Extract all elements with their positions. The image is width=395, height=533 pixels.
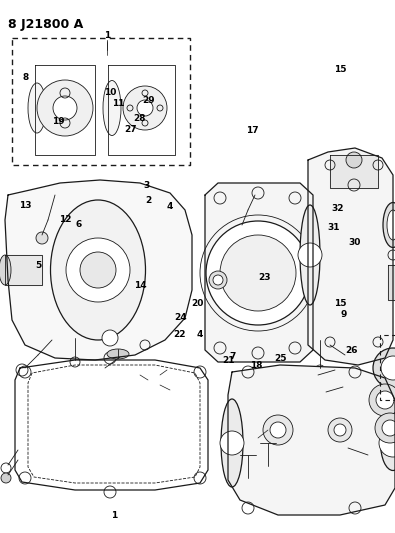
Text: 22: 22 [173, 330, 186, 338]
Text: 23: 23 [258, 273, 271, 281]
Text: 8 J21800 A: 8 J21800 A [8, 18, 83, 31]
Circle shape [298, 243, 322, 267]
Text: 19: 19 [52, 117, 65, 126]
Circle shape [253, 187, 263, 197]
Text: 18: 18 [250, 361, 263, 369]
Circle shape [364, 449, 376, 461]
Text: 7: 7 [229, 352, 235, 360]
Circle shape [270, 422, 286, 438]
Circle shape [53, 96, 77, 120]
Polygon shape [330, 155, 378, 188]
Circle shape [66, 238, 130, 302]
Circle shape [304, 369, 316, 381]
Text: 17: 17 [246, 126, 259, 135]
Text: 28: 28 [133, 114, 145, 123]
Ellipse shape [300, 205, 320, 305]
Polygon shape [228, 365, 395, 515]
Text: 9: 9 [340, 310, 347, 319]
Circle shape [220, 235, 296, 311]
Text: 26: 26 [345, 346, 358, 355]
Circle shape [346, 152, 362, 168]
Ellipse shape [0, 255, 11, 285]
Text: 29: 29 [142, 96, 154, 104]
Polygon shape [388, 265, 395, 300]
Text: 13: 13 [19, 201, 32, 209]
Text: 11: 11 [112, 100, 125, 108]
Text: 14: 14 [134, 281, 147, 289]
Circle shape [381, 356, 395, 380]
Text: 5: 5 [36, 261, 42, 270]
Text: 21: 21 [222, 357, 235, 365]
Circle shape [137, 100, 153, 116]
Text: 1: 1 [111, 512, 118, 520]
Text: 27: 27 [124, 125, 137, 134]
Text: 8: 8 [23, 73, 29, 82]
Circle shape [326, 316, 344, 334]
Circle shape [382, 420, 395, 436]
Circle shape [263, 415, 293, 445]
Circle shape [341, 349, 353, 361]
Text: 1: 1 [104, 30, 110, 39]
Ellipse shape [28, 83, 46, 133]
Circle shape [1, 473, 11, 483]
Text: 6: 6 [76, 221, 82, 229]
Circle shape [373, 348, 395, 388]
Text: 25: 25 [274, 354, 287, 362]
Ellipse shape [387, 210, 395, 240]
Text: 20: 20 [191, 300, 204, 308]
Text: 10: 10 [103, 88, 116, 96]
Circle shape [213, 275, 223, 285]
Circle shape [334, 424, 346, 436]
Circle shape [375, 413, 395, 443]
Ellipse shape [103, 80, 121, 135]
Polygon shape [5, 180, 192, 360]
Text: 30: 30 [348, 238, 361, 247]
Circle shape [376, 391, 394, 409]
Circle shape [102, 330, 118, 346]
Circle shape [209, 271, 227, 289]
Circle shape [220, 431, 244, 455]
Ellipse shape [383, 203, 395, 247]
Ellipse shape [221, 399, 243, 487]
Text: 32: 32 [331, 205, 344, 213]
Text: 3: 3 [143, 181, 149, 190]
Text: 4: 4 [167, 203, 173, 211]
Text: 31: 31 [327, 223, 340, 232]
Circle shape [206, 221, 310, 325]
Circle shape [123, 86, 167, 130]
Text: 15: 15 [334, 300, 347, 308]
Ellipse shape [107, 349, 129, 359]
Text: 15: 15 [334, 65, 347, 74]
Text: 24: 24 [175, 313, 187, 322]
Circle shape [369, 384, 395, 416]
Circle shape [312, 386, 324, 398]
Text: 4: 4 [196, 330, 203, 339]
Polygon shape [5, 255, 42, 285]
Circle shape [330, 320, 340, 330]
Polygon shape [205, 183, 313, 362]
Circle shape [36, 232, 48, 244]
Text: 12: 12 [59, 215, 71, 224]
Circle shape [379, 429, 395, 457]
Text: 2: 2 [145, 197, 151, 205]
Circle shape [80, 252, 116, 288]
Circle shape [328, 418, 352, 442]
Ellipse shape [51, 200, 145, 340]
Ellipse shape [380, 416, 395, 471]
Polygon shape [308, 148, 393, 365]
Circle shape [37, 80, 93, 136]
